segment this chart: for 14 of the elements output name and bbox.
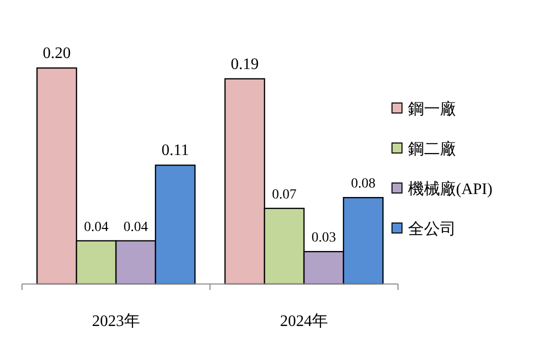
data-label: 0.04 xyxy=(124,220,148,235)
legend-label: 鋼二廠 xyxy=(408,140,456,158)
x-tick-label: 2023年 xyxy=(92,313,140,330)
data-label: 0.07 xyxy=(272,187,296,202)
legend-label: 全公司 xyxy=(408,221,456,238)
data-label: 0.11 xyxy=(162,142,189,160)
data-label: 0.03 xyxy=(312,230,336,246)
data-label: 0.20 xyxy=(42,45,71,62)
x-tick-label: 2024年 xyxy=(280,313,328,330)
legend-label: 鋼一廠 xyxy=(408,100,456,118)
data-label: 0.08 xyxy=(350,176,376,192)
data-label: 0.19 xyxy=(230,56,259,73)
legend-label: 機械廠(API) xyxy=(408,180,492,198)
data-label: 0.04 xyxy=(84,220,108,235)
